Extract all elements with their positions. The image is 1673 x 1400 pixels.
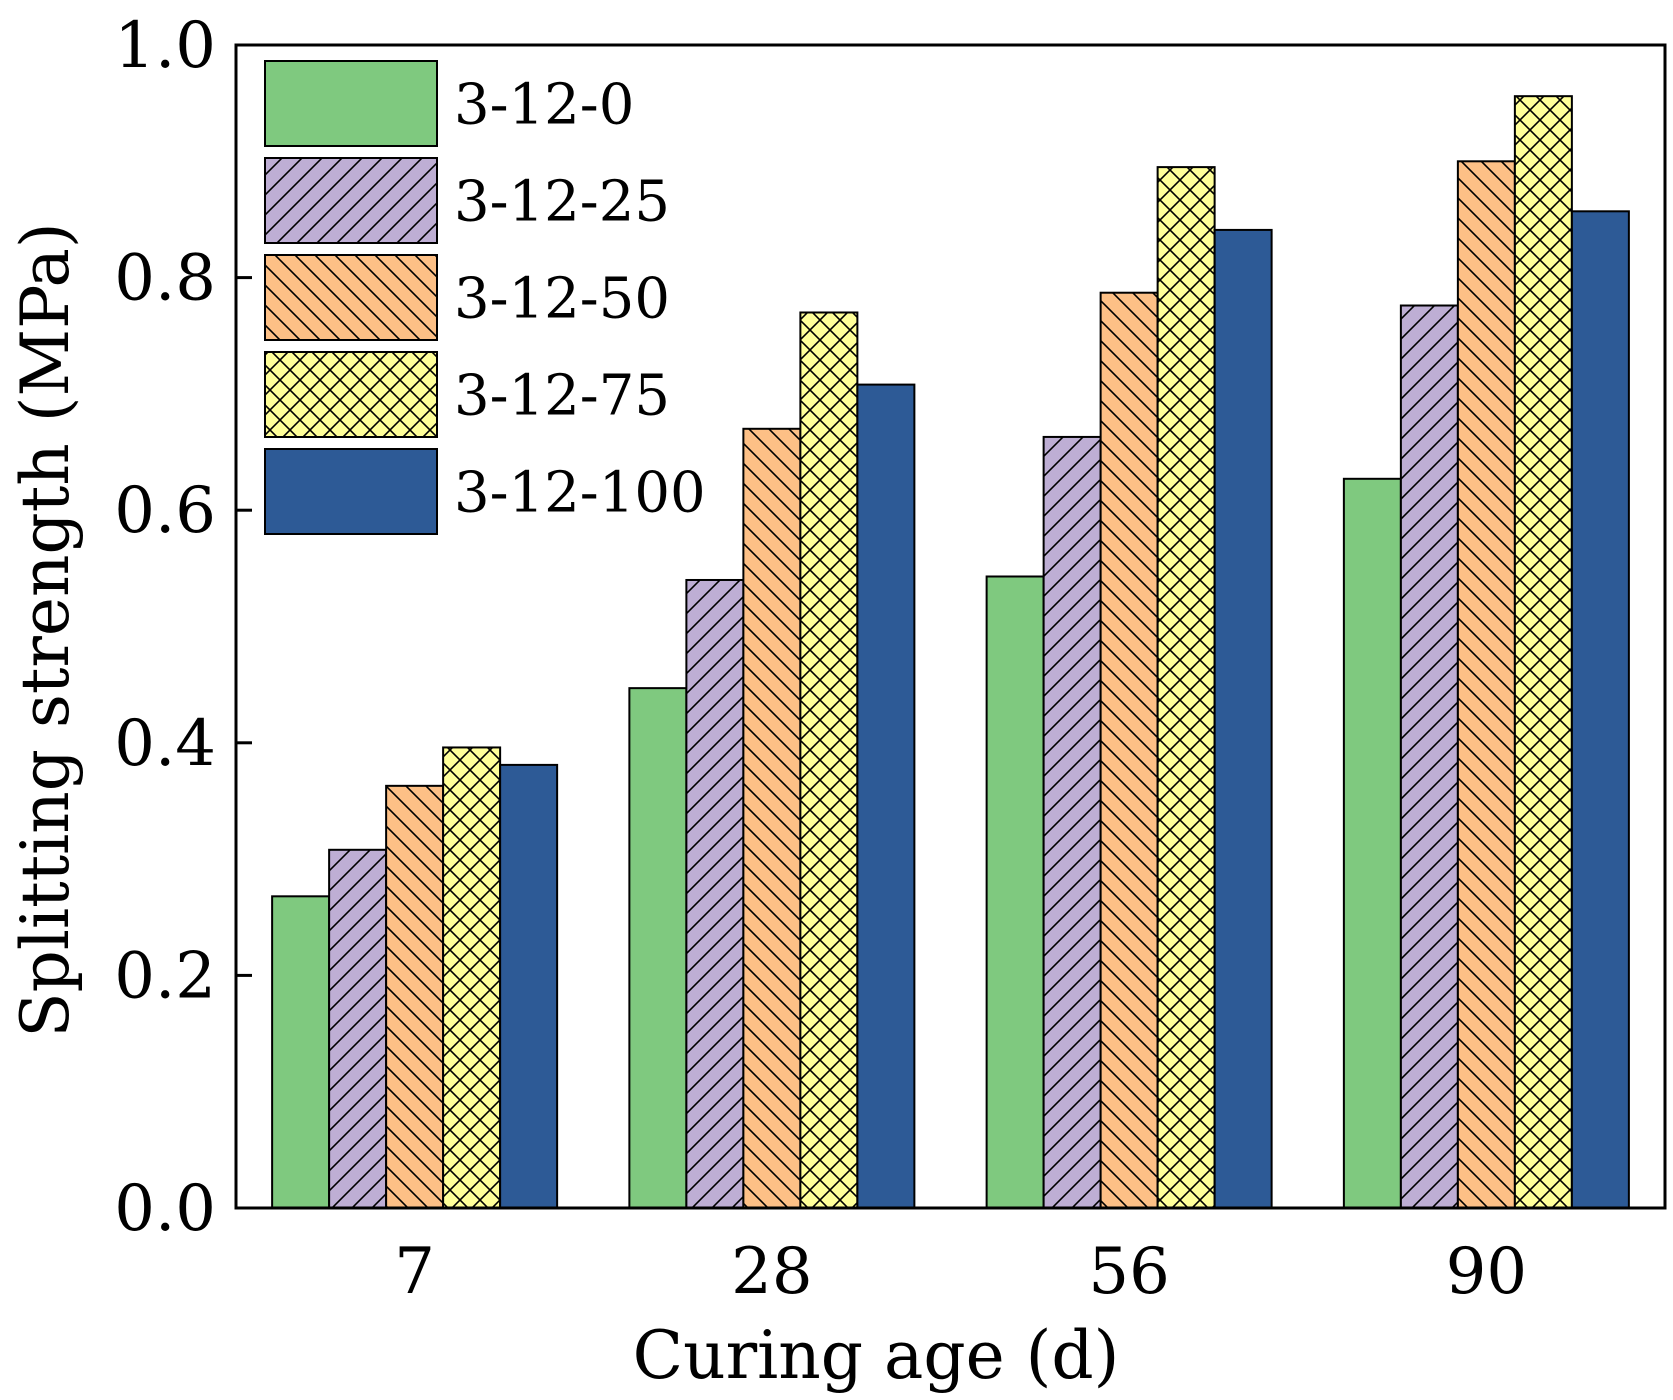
- bar-3-12-0-28: [629, 688, 687, 1208]
- y-tick-label-0.4: 0.4: [114, 707, 216, 781]
- x-axis-title: Curing age (d): [633, 1317, 1120, 1394]
- legend-swatch-3-12-0-outline: [264, 60, 438, 147]
- bar-3-12-0-7: [272, 896, 330, 1208]
- legend-label-3-12-100: 3-12-100: [454, 461, 706, 526]
- y-tick-label-0.6: 0.6: [114, 474, 216, 548]
- legend-swatch-3-12-25-hatch: [265, 158, 437, 243]
- y-axis-title: Splitting strength (MPa): [7, 222, 84, 1037]
- bar-3-12-75-90-hatch: [1514, 96, 1572, 1208]
- bar-3-12-50-90-hatch: [1457, 161, 1515, 1208]
- legend-label-3-12-75: 3-12-75: [454, 364, 670, 429]
- x-tick-label-28: 28: [731, 1235, 812, 1309]
- bar-3-12-50-7-hatch: [386, 785, 444, 1208]
- y-tick-label-0.0: 0.0: [114, 1172, 216, 1246]
- bar-3-12-100-90: [1571, 211, 1629, 1208]
- bar-3-12-25-90-hatch: [1400, 305, 1458, 1209]
- plot-frame: [234, 43, 1667, 1210]
- bars-group: [271, 95, 1630, 1210]
- bar-3-12-25-56-hatch: [1043, 436, 1101, 1208]
- bar-3-12-75-28-hatch: [800, 312, 858, 1208]
- legend-swatch-3-12-100-outline: [264, 448, 438, 535]
- legend-label-3-12-0: 3-12-0: [454, 73, 634, 138]
- x-tick-label-7: 7: [394, 1235, 435, 1309]
- bar-3-12-75-7-hatch: [443, 747, 501, 1208]
- bar-3-12-100-28: [857, 384, 915, 1208]
- legend-swatch-3-12-50-outline: [264, 254, 438, 341]
- x-tick-label-56: 56: [1088, 1235, 1169, 1309]
- bar-3-12-0-90: [1343, 478, 1401, 1208]
- bar-3-12-25-28-hatch: [686, 579, 744, 1208]
- y-tick-label-0.2: 0.2: [114, 939, 216, 1013]
- legend-swatch-3-12-25-outline: [264, 157, 438, 244]
- x-tick-label-90: 90: [1446, 1235, 1527, 1309]
- y-tick-label-1.0: 1.0: [114, 9, 216, 83]
- legend-swatch-3-12-50-hatch: [265, 255, 437, 340]
- legend-label-3-12-50: 3-12-50: [454, 267, 670, 332]
- bar-3-12-100-7: [500, 764, 558, 1208]
- y-tick-label-0.8: 0.8: [114, 242, 216, 316]
- bar-3-12-100-56: [1214, 229, 1272, 1209]
- bar-3-12-50-28-hatch: [743, 428, 801, 1208]
- axes-group: 0.0 0.2 0.4 0.6 0.8 1.0 7 28 56 90: [114, 9, 1667, 1309]
- bar-3-12-0-56: [986, 576, 1044, 1208]
- bar-3-12-50-56-hatch: [1100, 292, 1158, 1208]
- legend-swatch-3-12-75-hatch: [265, 352, 437, 437]
- legend: 3-12-0 3-12-25 3-12-50 3-12-75 3-12-100: [264, 60, 706, 535]
- bar-3-12-25-7-hatch: [329, 849, 387, 1208]
- legend-swatch-3-12-100: [265, 449, 437, 534]
- legend-swatch-3-12-0: [265, 61, 437, 146]
- bar-3-12-75-56-hatch: [1157, 167, 1215, 1209]
- legend-swatch-3-12-75-outline: [264, 351, 438, 438]
- legend-label-3-12-25: 3-12-25: [454, 170, 670, 235]
